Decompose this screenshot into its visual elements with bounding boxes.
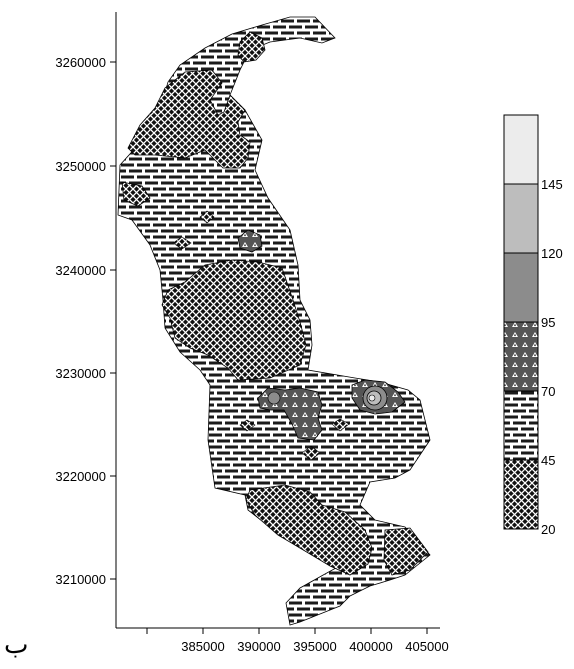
x-tick-labels: 385000 390000 395000 400000 405000: [181, 639, 448, 654]
legend-class-swatch: [504, 460, 538, 529]
y-tick-label: 3210000: [55, 572, 106, 587]
y-tick-labels: 3260000 3250000 3240000 3230000 3220000 …: [55, 55, 106, 587]
legend-label: 20: [541, 522, 555, 537]
x-tick-label: 395000: [293, 639, 336, 654]
legend-class-swatch: [504, 322, 538, 391]
crosshatch-spot: [172, 236, 192, 250]
crosshatch-zone-center: [161, 259, 307, 381]
legend-class-swatch: [504, 184, 538, 253]
crosshatch-spot: [331, 418, 350, 432]
x-tick-label: 405000: [405, 639, 448, 654]
triangle-zone-west: [237, 229, 263, 253]
legend: 145 120 95 70 45 20: [503, 114, 563, 537]
gray-zone: [267, 391, 281, 405]
map-region: [117, 16, 431, 626]
crosshatch-spot: [199, 210, 215, 224]
legend-label: 120: [541, 246, 563, 261]
figure-label: ب: [4, 630, 29, 660]
x-tick-label: 385000: [181, 639, 224, 654]
legend-label: 145: [541, 177, 563, 192]
y-tick-label: 3240000: [55, 263, 106, 278]
x-tick-label: 390000: [237, 639, 280, 654]
legend-class-swatch: [504, 391, 538, 460]
crosshatch-zone-top: [237, 31, 266, 63]
crosshatch-spot: [239, 419, 256, 432]
legend-label: 45: [541, 453, 555, 468]
crosshatch-zone-north: [127, 69, 251, 169]
gray-zone: [368, 394, 376, 402]
y-tick-label: 3230000: [55, 366, 106, 381]
legend-class-swatch: [504, 115, 538, 184]
crosshatch-zone-west: [121, 181, 151, 207]
crosshatch-spot: [301, 445, 321, 461]
legend-label: 70: [541, 384, 555, 399]
crosshatch-zone-south: [245, 484, 373, 576]
crosshatch-zone-southeast: [383, 527, 429, 576]
legend-class-swatch: [504, 253, 538, 322]
y-tick-label: 3220000: [55, 469, 106, 484]
y-tick-label: 3260000: [55, 55, 106, 70]
map-axes: [110, 12, 440, 634]
y-tick-label: 3250000: [55, 159, 106, 174]
legend-label: 95: [541, 315, 555, 330]
x-tick-label: 400000: [349, 639, 392, 654]
